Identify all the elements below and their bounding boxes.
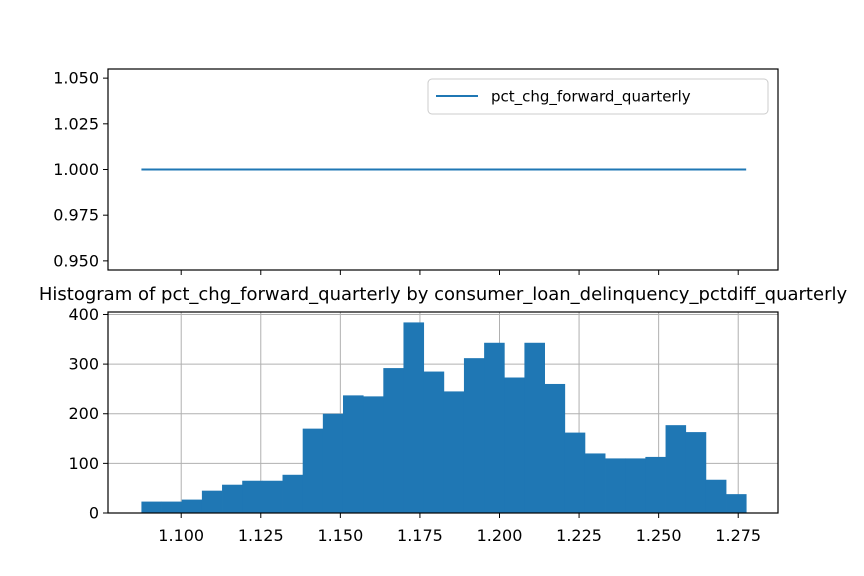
histogram-bar <box>161 501 183 513</box>
histogram-bar <box>322 413 344 513</box>
histogram-x-tick-label: 1.225 <box>556 526 602 545</box>
histogram-bar <box>726 494 747 513</box>
histogram-bar <box>665 425 687 513</box>
histogram-bar <box>584 453 606 513</box>
histogram-y-tick-label: 400 <box>68 305 99 324</box>
histogram-bar <box>645 456 666 513</box>
histogram-bar <box>484 342 505 513</box>
histogram-bar <box>443 391 465 513</box>
histogram-bar <box>181 499 203 513</box>
histogram-x-tick-label: 1.275 <box>715 526 761 545</box>
histogram-bar <box>242 480 263 513</box>
histogram-bar <box>403 322 425 513</box>
histogram-bar <box>504 377 525 513</box>
histogram-x-tick-label: 1.200 <box>477 526 523 545</box>
histogram-bar <box>282 474 304 513</box>
histogram-y-tick-label: 300 <box>68 355 99 374</box>
histogram-bar <box>302 428 324 513</box>
histogram-bar <box>383 368 404 513</box>
histogram-bar <box>564 432 586 513</box>
line-y-tick-label: 0.950 <box>53 251 99 270</box>
legend-label: pct_chg_forward_quarterly <box>491 88 691 107</box>
histogram-y-tick-label: 100 <box>68 454 99 473</box>
histogram-panel: Histogram of pct_chg_forward_quarterly b… <box>39 284 848 545</box>
line-y-ticks: 0.950 0.975 1.000 1.025 1.050 <box>53 69 108 270</box>
histogram-bar <box>544 383 566 513</box>
histogram-bar <box>423 371 445 513</box>
histogram-x-tick-label: 1.100 <box>158 526 204 545</box>
line-y-tick-label: 1.000 <box>53 160 99 179</box>
line-y-tick-label: 1.050 <box>53 69 99 88</box>
histogram-y-tick-label: 0 <box>89 504 99 523</box>
histogram-x-tick-label: 1.175 <box>397 526 443 545</box>
line-chart-panel: 0.950 0.975 1.000 1.025 1.050 pct_chg_forwar… <box>53 68 779 275</box>
histogram-bar <box>363 396 384 513</box>
histogram-bar <box>262 480 283 513</box>
histogram-bar <box>605 458 626 513</box>
histogram-y-tick-label: 200 <box>68 404 99 423</box>
line-y-tick-label: 1.025 <box>53 114 99 133</box>
histogram-bar <box>342 395 364 513</box>
histogram-bar <box>141 501 162 513</box>
legend: pct_chg_forward_quarterly <box>427 78 769 115</box>
histogram-bar <box>463 358 485 513</box>
histogram-bar <box>685 432 707 513</box>
histogram-x-ticks: 1.100 1.125 1.150 1.175 1.200 1.225 1.250 1.275 <box>158 513 761 545</box>
line-plot-frame <box>107 68 779 271</box>
histogram-bar <box>705 479 727 513</box>
histogram-x-tick-label: 1.250 <box>636 526 682 545</box>
histogram-x-tick-label: 1.150 <box>317 526 363 545</box>
histogram-bars <box>141 322 747 513</box>
histogram-bar <box>201 490 223 513</box>
histogram-y-ticks: 0 100 200 300 400 <box>68 305 108 523</box>
histogram-plot-frame <box>107 311 779 514</box>
line-y-tick-label: 0.975 <box>53 206 99 225</box>
line-x-ticks <box>180 270 739 275</box>
legend-box <box>427 78 769 115</box>
histogram-bar <box>625 458 646 513</box>
histogram-x-tick-label: 1.125 <box>238 526 284 545</box>
histogram-title: Histogram of pct_chg_forward_quarterly b… <box>39 284 848 305</box>
histogram-bar <box>524 342 545 513</box>
histogram-bar <box>222 484 243 513</box>
